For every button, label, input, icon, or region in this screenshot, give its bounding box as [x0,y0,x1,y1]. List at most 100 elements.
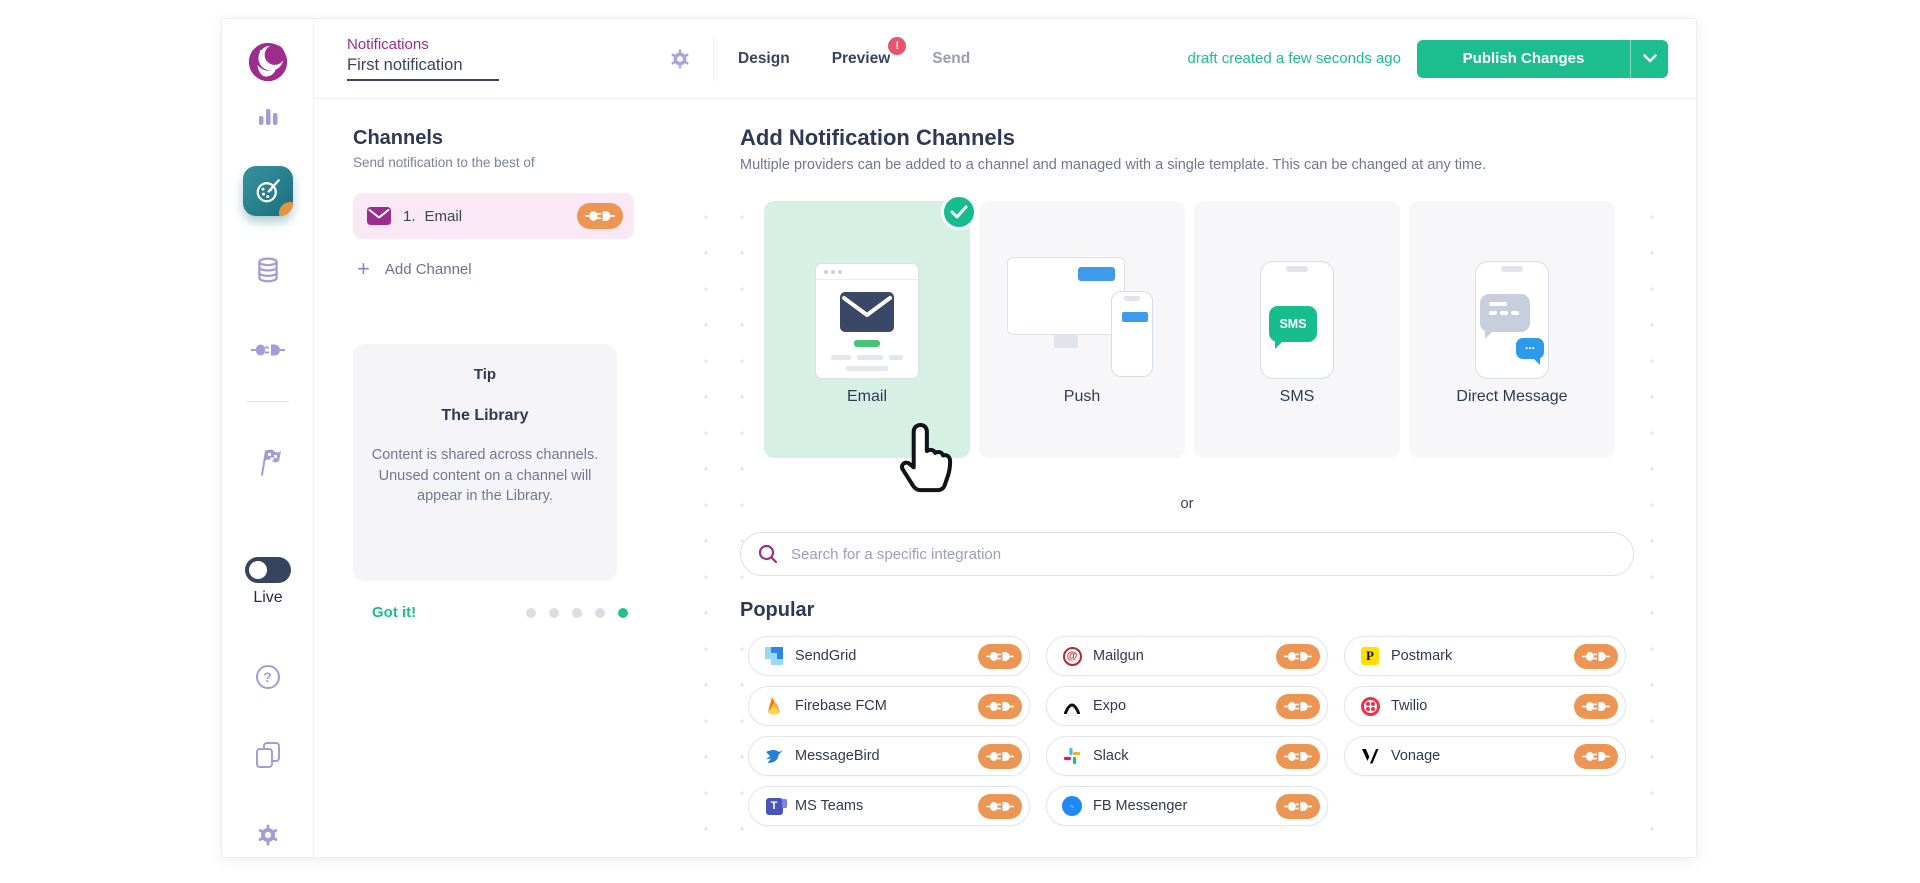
design-studio-icon[interactable] [242,166,293,216]
connect-plug-icon [1574,693,1618,719]
integration-ms-teams[interactable]: T MS Teams [748,786,1030,826]
analytics-icon[interactable] [256,105,280,127]
slack-logo-icon [1062,746,1082,766]
tab-design[interactable]: Design [738,49,790,67]
integration-sendgrid[interactable]: SendGrid [748,636,1030,676]
sms-illustration: SMS [1260,201,1334,379]
integration-vonage[interactable]: Vonage [1344,736,1626,776]
pagination-dot-active[interactable] [618,607,628,618]
dot-pattern-left [688,199,746,849]
channels-panel: Channels Send notification to the best o… [314,99,682,857]
sidebar: Live ? [222,19,314,857]
channel-card-email[interactable]: Email [764,194,977,493]
messagebird-logo-icon [764,746,784,766]
tip-body: Content is shared across channels. Unuse… [371,447,599,505]
connect-plug-icon [1574,743,1618,769]
tile-accent [278,202,293,216]
connect-plug-icon [1276,693,1320,719]
pagination-dot[interactable] [526,607,536,618]
pagination-dot[interactable] [549,607,559,618]
channel-card-direct-message[interactable]: ... Direct Message [1409,201,1615,458]
live-toggle-label: Live [253,589,283,606]
email-icon [367,207,391,225]
tip-eyebrow: Tip [473,366,497,383]
push-illustration [1007,201,1157,379]
integrations-icon[interactable] [250,341,285,359]
channel-row-email[interactable]: 1. Email [353,193,634,239]
publish-dropdown-caret[interactable] [1631,40,1668,78]
tab-send[interactable]: Send [932,49,971,67]
fb-messenger-logo-icon [1062,796,1082,816]
integration-mailgun[interactable]: @ Mailgun [1046,636,1328,676]
integration-postmark[interactable]: P Postmark [1344,636,1626,676]
connect-plug-icon [978,793,1022,819]
selected-check-icon [941,194,977,230]
preview-alert-badge: ! [888,36,907,55]
ms-teams-logo-icon: T [764,796,787,816]
settings-icon[interactable] [256,823,280,847]
palette-icon [256,179,280,203]
popular-heading: Popular [740,599,815,621]
pagination-dot[interactable] [572,607,582,618]
channel-cards: Email Push [764,194,1615,493]
search-input[interactable] [791,545,1617,563]
channel-card-label: SMS [1279,388,1315,405]
help-icon[interactable]: ? [255,665,280,689]
experiments-flag-icon[interactable] [254,447,282,477]
integration-slack[interactable]: Slack [1046,736,1328,776]
notes-icon[interactable] [255,742,280,768]
channel-card-label: Push [1063,388,1101,405]
connect-plug-icon [1276,643,1320,669]
add-channel-button[interactable]: + Add Channel [357,256,472,281]
channel-card-push[interactable]: Push [979,201,1185,458]
connect-plug-icon [978,693,1022,719]
publish-changes-button[interactable]: Publish Changes [1417,39,1668,78]
data-icon[interactable] [255,257,281,285]
integration-firebase-fcm[interactable]: Firebase FCM [748,686,1030,726]
popular-integrations: SendGrid @ Mailgun P Postmark [748,636,1626,826]
courier-logo[interactable] [245,39,291,85]
mailgun-logo-icon: @ [1062,646,1082,666]
or-divider: or [1180,495,1194,512]
sendgrid-logo-icon [764,646,784,666]
search-icon [758,544,778,564]
integration-expo[interactable]: Expo [1046,686,1328,726]
channel-card-sms[interactable]: SMS SMS [1194,201,1400,458]
breadcrumb: Notifications First notification [347,36,607,81]
integration-search[interactable] [740,532,1634,576]
tip-card: Tip The Library Content is shared across… [353,344,617,581]
channels-heading: Channels [353,127,444,149]
postmark-logo-icon: P [1360,646,1380,666]
main-subtitle: Multiple providers can be added to a cha… [740,157,1487,173]
pagination-dot[interactable] [595,607,605,618]
topbar-divider [713,36,714,81]
tip-footer: Got it! [372,604,628,621]
got-it-link[interactable]: Got it! [372,604,417,621]
connect-plug-icon [1276,743,1320,769]
app-window: Live ? Notificatio [221,18,1697,858]
add-channels-main: Add Notification Channels Multiple provi… [682,99,1696,857]
connect-plug-icon [978,743,1022,769]
live-toggle[interactable] [244,557,291,583]
draft-status-text: draft created a few seconds ago [1187,50,1401,67]
integration-fb-messenger[interactable]: FB Messenger [1046,786,1328,826]
hand-cursor [892,415,954,506]
plus-icon: + [357,256,370,281]
channel-label: Email [424,207,463,225]
integration-messagebird[interactable]: MessageBird [748,736,1030,776]
integration-twilio[interactable]: Twilio [1344,686,1626,726]
dot-pattern-right [1634,199,1682,849]
connect-plug-icon [1276,793,1320,819]
firebase-logo-icon [764,696,784,716]
vonage-logo-icon [1360,746,1380,766]
channel-index: 1. [403,207,416,225]
notification-title[interactable]: First notification [347,56,499,81]
view-tabs: Design Preview ! Send [738,36,971,68]
provider-plug-badge [577,203,623,229]
tab-preview[interactable]: Preview ! [832,36,907,68]
notification-settings-gear-icon[interactable] [669,48,691,70]
breadcrumb-notifications-link[interactable]: Notifications [347,36,429,53]
channel-card-label: Direct Message [1456,388,1568,405]
channel-card-label: Email [846,388,887,405]
tip-pagination-dots [526,607,628,618]
